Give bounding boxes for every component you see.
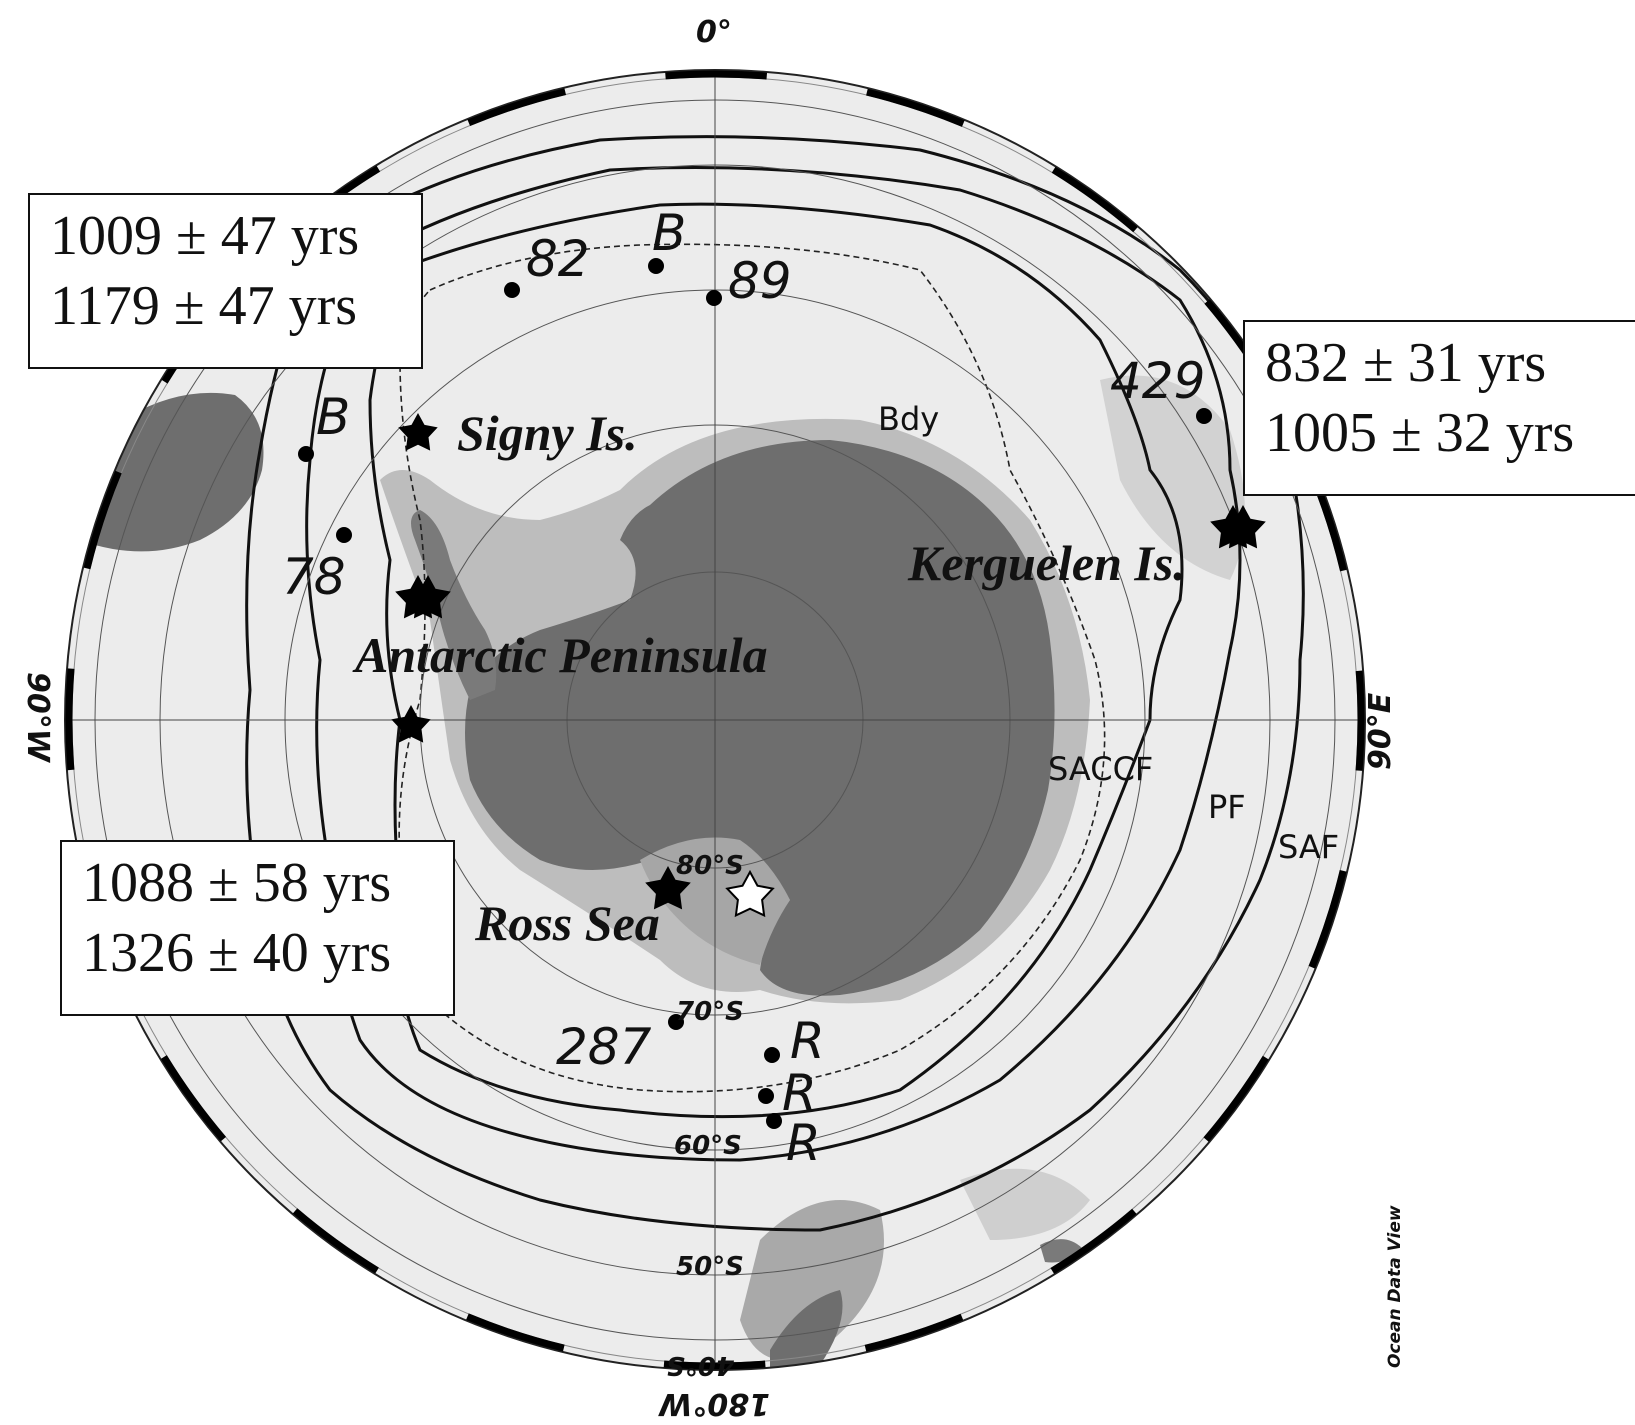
saf-front-line: [245, 135, 1305, 1232]
site-label-429: 429: [1110, 352, 1205, 410]
antarctica-landmass: [465, 440, 1055, 996]
star-kerguelen-2: [1220, 505, 1266, 549]
age-value: 1179 ± 47 yrs: [50, 275, 358, 337]
front-label-saccf: SACCF: [1048, 750, 1153, 788]
site-dot-429: [1196, 408, 1212, 424]
lat-label-40s: 40°S: [666, 1350, 735, 1380]
core-site-markers: [298, 258, 1212, 1129]
lat-label-70s: 70°S: [676, 997, 744, 1027]
age-value: 1326 ± 40 yrs: [82, 922, 392, 984]
site-label-r2: R: [782, 1064, 817, 1122]
label-kerguelen-island: Kerguelen Is.: [907, 535, 1186, 591]
lon-label-90w: 90°W: [20, 672, 55, 764]
label-signy-island: Signy Is.: [457, 405, 638, 461]
star-peninsula-2: [405, 575, 451, 619]
lon-label-90e: 90°E: [1363, 692, 1398, 770]
lat-label-60s: 60°S: [674, 1131, 742, 1161]
star-ross-sea: [645, 866, 691, 910]
site-dot-82: [504, 282, 520, 298]
site-dot-b-top: [648, 258, 664, 274]
new-zealand-landmass: [770, 1290, 843, 1370]
rim-scale-bar: [65, 70, 1365, 1370]
label-ross-sea: Ross Sea: [474, 895, 660, 951]
sample-location-stars: [391, 413, 1266, 918]
star-west-antarctica: [391, 705, 431, 743]
map-rim: [64, 69, 1366, 1371]
age-value: 832 ± 31 yrs: [1265, 332, 1547, 394]
site-label-89: 89: [728, 252, 792, 310]
pf-front-line: [305, 166, 1242, 1162]
site-label-287: 287: [556, 1018, 652, 1076]
front-label-pf: PF: [1208, 788, 1246, 826]
site-label-82: 82: [526, 230, 590, 288]
site-label-r1: R: [790, 1012, 825, 1070]
star-ross-open: [725, 869, 775, 918]
lon-label-0: 0°: [696, 15, 732, 50]
seafloor-ridge-shading-2: [960, 1168, 1090, 1240]
site-label-r3: R: [786, 1114, 821, 1172]
age-box-northeast: 832 ± 31 yrs 1005 ± 32 yrs: [1243, 320, 1635, 496]
lat-label-50s: 50°S: [676, 1252, 744, 1282]
front-label-bdy: Bdy: [878, 400, 939, 438]
lon-label-180w: 180°W: [657, 1386, 770, 1421]
site-label-b-top: B: [652, 204, 686, 262]
site-dot-r3: [766, 1113, 782, 1129]
site-dot-78: [336, 527, 352, 543]
label-antarctic-peninsula: Antarctic Peninsula: [352, 627, 768, 683]
star-signy: [398, 413, 438, 451]
site-dot-287: [668, 1014, 684, 1030]
lat-label-80s: 80°S: [676, 851, 744, 881]
seafloor-ridge-shading: [740, 1200, 884, 1360]
age-box-southwest: 1088 ± 58 yrs 1326 ± 40 yrs: [60, 840, 455, 1016]
site-label-78: 78: [282, 548, 346, 606]
age-value: 1088 ± 58 yrs: [82, 852, 392, 914]
site-dot-r2: [758, 1088, 774, 1104]
age-value: 1005 ± 32 yrs: [1265, 402, 1575, 464]
age-box-northwest: 1009 ± 47 yrs 1179 ± 47 yrs: [28, 193, 423, 369]
age-value: 1009 ± 47 yrs: [50, 205, 360, 267]
front-label-saf: SAF: [1278, 828, 1339, 866]
ocean-data-view-credit: Ocean Data View: [1385, 1205, 1405, 1368]
saccf-front-line: [368, 202, 1184, 1119]
site-dot-89: [706, 290, 722, 306]
site-dot-b-left: [298, 446, 314, 462]
site-dot-r1: [764, 1047, 780, 1063]
antarctic-peninsula-landmass: [411, 510, 497, 700]
bdy-front-line: [398, 243, 1106, 1093]
site-label-b-left: B: [316, 388, 350, 446]
